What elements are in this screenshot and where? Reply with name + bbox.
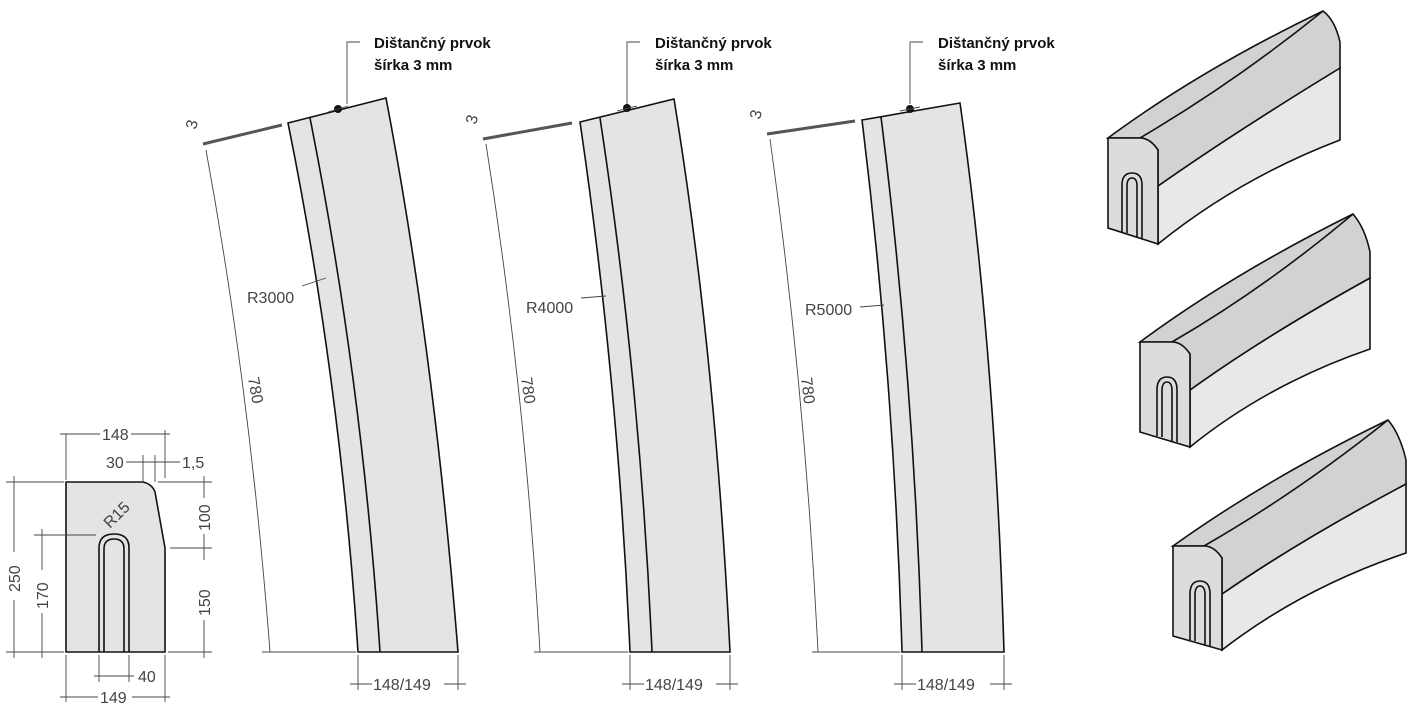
callout-line1: Dištančný prvok <box>938 35 1055 52</box>
dim-148: 148 <box>102 427 129 444</box>
dim-40: 40 <box>138 669 156 686</box>
dim-radius: R5000 <box>805 302 852 319</box>
callout-line2: šírka 3 mm <box>374 57 452 74</box>
dim-radius: R3000 <box>247 290 294 307</box>
slot-inner <box>103 538 125 652</box>
dim-100: 100 <box>197 504 214 531</box>
dim-150: 150 <box>197 589 214 616</box>
dim-170: 170 <box>35 582 52 609</box>
curb-profile <box>65 481 166 653</box>
dim-length: 780 <box>797 376 817 405</box>
dim-width: 148/149 <box>917 677 975 694</box>
callout-line1: Dištančný prvok <box>655 35 772 52</box>
curved-view-r3000: Dištančný prvok šírka 3 mm 3 780 R3000 1… <box>183 35 491 694</box>
dim-radius: R4000 <box>526 300 573 317</box>
dim-length: 780 <box>244 376 265 405</box>
isometric-curb-2 <box>1137 213 1371 449</box>
dim-gap: 3 <box>463 113 482 126</box>
isometric-curb-3 <box>1170 419 1407 652</box>
dim-250: 250 <box>7 565 24 592</box>
isometric-curb-1 <box>1105 10 1341 246</box>
curved-view-r5000: Dištančný prvok šírka 3 mm 3 780 R5000 1… <box>747 35 1055 694</box>
dim-149: 149 <box>100 690 127 705</box>
dim-width: 148/149 <box>373 677 431 694</box>
curved-view-r4000: Dištančný prvok šírka 3 mm 3 780 R4000 1… <box>463 35 772 694</box>
callout-line1: Dištančný prvok <box>374 35 491 52</box>
callout-line2: šírka 3 mm <box>655 57 733 74</box>
slot-outer <box>98 533 130 652</box>
dim-length: 780 <box>517 376 538 405</box>
curb-body <box>579 98 731 653</box>
dim-gap: 3 <box>183 118 202 131</box>
curb-body <box>861 102 1005 653</box>
curb-body <box>287 97 459 653</box>
dim-width: 148/149 <box>645 677 703 694</box>
dim-1-5: 1,5 <box>182 455 204 472</box>
cross-section: 148 30 1,5 250 170 100 150 R15 40 <box>6 427 214 705</box>
dim-gap: 3 <box>747 108 766 121</box>
dim-30: 30 <box>106 455 124 472</box>
callout-line2: šírka 3 mm <box>938 57 1016 74</box>
